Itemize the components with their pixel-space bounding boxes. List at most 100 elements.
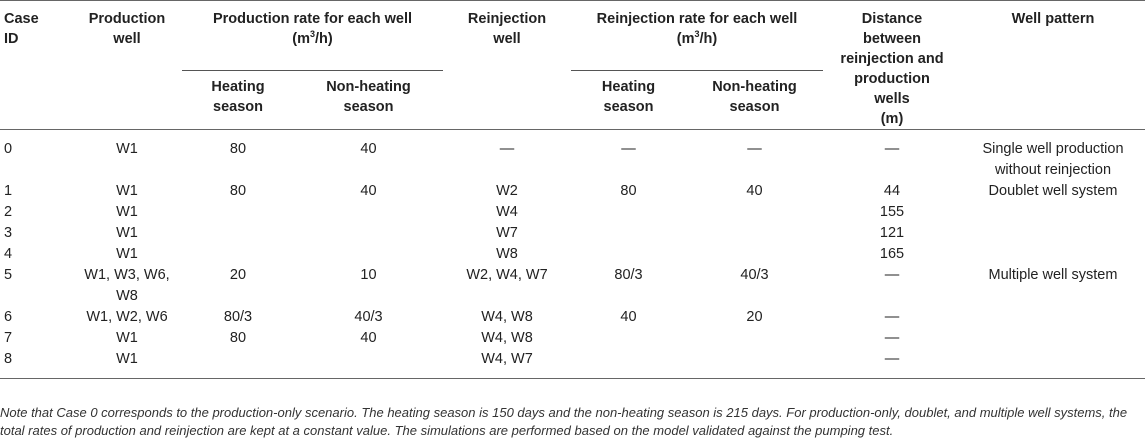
header-text: Non-heating	[326, 78, 411, 95]
cell-well-pattern	[961, 307, 1145, 328]
cell-case-id: 7	[4, 330, 13, 346]
cell-reinj-nonheating	[686, 328, 823, 349]
cell-distance: 121	[879, 225, 905, 241]
cell-prod-heating: 80	[229, 141, 247, 157]
cell-distance: —	[884, 141, 900, 157]
header-text: wells	[874, 91, 910, 107]
cell-well-pattern	[961, 244, 1145, 265]
cell-prod-nonheating: 10	[360, 267, 377, 283]
cell-prod-nonheating: 40	[360, 183, 377, 199]
unit-superscript: 3	[694, 29, 700, 40]
cell-reinj-heating: —	[621, 141, 636, 157]
header-text: ID	[4, 31, 19, 47]
header-distance: Distance between reinjection and product…	[823, 1, 961, 130]
cell-prod-heating: 80/3	[223, 309, 253, 325]
header-text: season	[729, 98, 780, 115]
header-text: (m)	[880, 111, 904, 127]
cell-well-pattern: Doublet well system	[988, 183, 1118, 199]
header-production-rate: Production rate for each well (m3/h)	[182, 0, 443, 71]
cell-production-well: W1	[116, 204, 138, 220]
header-reinjection-rate: Reinjection rate for each well (m3/h)	[571, 0, 823, 71]
cell-case-id: 5	[4, 267, 13, 283]
cell-reinjection-well: W7	[496, 225, 518, 241]
cell-distance: —	[884, 351, 900, 367]
cell-well-pattern	[961, 328, 1145, 349]
cell-case-id: 3	[4, 225, 13, 241]
unit-superscript: 3	[310, 29, 316, 40]
header-text: production	[854, 71, 930, 87]
cell-case-id: 6	[4, 309, 13, 325]
cell-reinj-nonheating	[686, 223, 823, 244]
table-row: 2 W1 W4 155	[0, 202, 1145, 223]
cell-well-pattern: Single well production without reinjecti…	[982, 141, 1124, 178]
header-text: well	[113, 31, 141, 47]
cell-prod-heating	[182, 244, 294, 265]
cell-well-pattern: Multiple well system	[988, 267, 1118, 283]
cell-distance: 165	[879, 246, 905, 262]
cell-reinj-heating	[571, 244, 686, 265]
cell-reinjection-well: W4, W8	[481, 309, 533, 325]
header-text: Non-heating	[712, 78, 797, 95]
header-production-well: Production well	[72, 1, 182, 130]
well-case-table: Case ID Production well Production rate …	[0, 0, 1145, 379]
header-text: Reinjection rate for each well	[596, 11, 798, 27]
header-text: between	[862, 31, 921, 47]
table-row: 3 W1 W7 121	[0, 223, 1145, 244]
cell-reinj-heating: 80	[620, 183, 637, 199]
unit-part: /h)	[315, 31, 333, 47]
cell-reinj-nonheating: —	[747, 141, 762, 157]
cell-reinjection-well: W8	[496, 246, 518, 262]
cell-distance: 155	[879, 204, 905, 220]
table-header: Case ID Production well Production rate …	[0, 0, 1145, 130]
cell-production-well: W1	[116, 351, 138, 367]
cell-distance: —	[884, 330, 900, 346]
cell-production-well: W1	[116, 246, 138, 262]
table-body: 0 W1 80 40 — — — — Single well productio…	[0, 130, 1145, 379]
cell-reinj-nonheating: 40/3	[740, 267, 769, 283]
header-prod-heating: Heating season	[182, 70, 294, 129]
header-text: season	[603, 98, 654, 115]
cell-prod-heating: 80	[229, 183, 247, 199]
cell-prod-nonheating	[294, 349, 443, 379]
cell-prod-heating: 20	[229, 267, 247, 283]
cell-case-id: 1	[4, 183, 13, 199]
table-row: 5 W1, W3, W6, W8 20 10 W2, W4, W7 80/3 4…	[0, 265, 1145, 307]
cell-reinjection-well: W4, W8	[481, 330, 533, 346]
cell-prod-nonheating: 40	[360, 330, 377, 346]
cell-prod-nonheating	[294, 244, 443, 265]
cell-production-well: W1	[116, 225, 138, 241]
cell-reinjection-well: W4, W7	[481, 351, 533, 367]
cell-case-id: 8	[4, 351, 13, 367]
header-well-pattern: Well pattern	[961, 1, 1145, 130]
unit-part: (m	[676, 31, 695, 47]
cell-reinj-nonheating	[686, 244, 823, 265]
cell-production-well: W1	[116, 330, 138, 346]
table-row: 8 W1 W4, W7 —	[0, 349, 1145, 379]
header-reinj-nonheating: Non-heating season	[686, 70, 823, 129]
cell-reinj-heating	[571, 223, 686, 244]
cell-distance: —	[884, 309, 900, 325]
cell-reinj-heating	[571, 202, 686, 223]
cell-prod-nonheating: 40	[360, 141, 377, 157]
cell-reinj-heating: 40	[620, 309, 637, 325]
cell-case-id: 2	[4, 204, 13, 220]
table-row: 4 W1 W8 165	[0, 244, 1145, 265]
header-prod-nonheating: Non-heating season	[294, 70, 443, 129]
unit-part: (m	[292, 31, 310, 47]
cell-prod-nonheating	[294, 202, 443, 223]
cell-production-well: W1	[116, 141, 138, 157]
cell-prod-heating	[182, 223, 294, 244]
cell-prod-nonheating	[294, 223, 443, 244]
header-text: well	[493, 31, 521, 47]
cell-production-well: W1	[116, 183, 138, 199]
header-text: Heating	[211, 78, 265, 95]
cell-prod-nonheating: 40/3	[354, 309, 383, 325]
cell-reinj-heating	[571, 349, 686, 379]
cell-well-pattern	[961, 349, 1145, 379]
cell-case-id: 0	[4, 141, 13, 157]
cell-reinj-nonheating	[686, 202, 823, 223]
cell-reinj-nonheating	[686, 349, 823, 379]
unit-part: /h)	[699, 31, 718, 47]
header-text: Distance	[861, 11, 923, 27]
header-unit: (m3/h)	[186, 29, 439, 49]
